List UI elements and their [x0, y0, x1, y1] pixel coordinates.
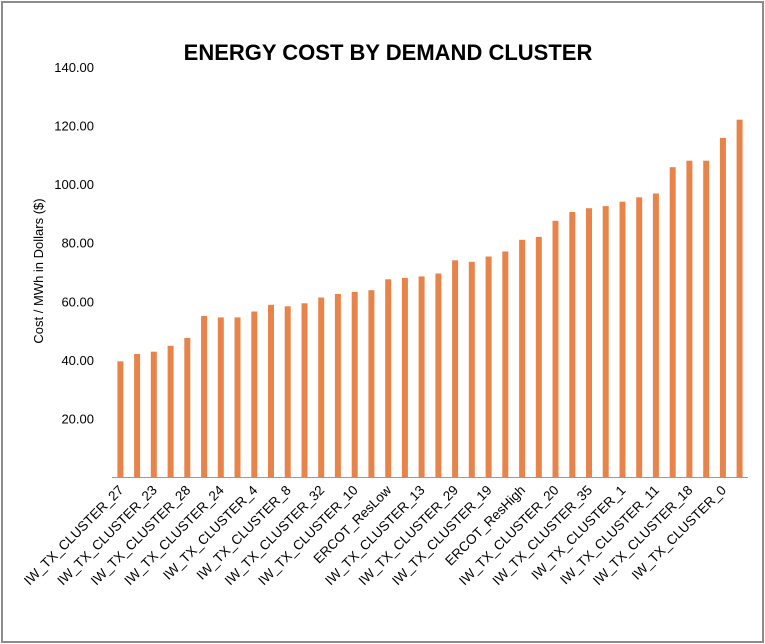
- y-tick-label: 20.00: [61, 411, 94, 426]
- bar: [385, 279, 392, 477]
- bar: [167, 345, 174, 477]
- bar: [217, 317, 224, 477]
- y-tick-label: 120.00: [54, 119, 94, 134]
- bar: [719, 137, 726, 477]
- bar: [586, 208, 592, 477]
- bar: [736, 119, 743, 477]
- bar: [334, 294, 341, 477]
- x-tick-labels: IW_TX_CLUSTER_27IW_TX_CLUSTER_23IW_TX_CL…: [21, 482, 729, 588]
- bar: [519, 239, 526, 477]
- bar: [117, 361, 124, 477]
- bar: [368, 290, 375, 477]
- bar: [184, 337, 191, 477]
- bar: [669, 167, 676, 477]
- bar: [502, 251, 509, 477]
- bar: [535, 236, 542, 477]
- bar: [602, 206, 609, 477]
- bar: [435, 273, 442, 477]
- bar: [452, 260, 459, 477]
- bar: [703, 160, 710, 477]
- y-tick-label: 40.00: [61, 353, 94, 368]
- bar: [636, 197, 643, 478]
- bar: [234, 317, 241, 477]
- y-tick-label: 100.00: [54, 177, 94, 192]
- bar: [619, 201, 626, 477]
- bar: [134, 354, 141, 477]
- bar: [251, 311, 258, 477]
- bar: [318, 297, 325, 477]
- y-tick-labels: 20.00 40.00 60.00 80.00 100.00 120.00 140.00: [54, 60, 94, 426]
- bar: [268, 304, 274, 477]
- bar: [686, 160, 693, 477]
- bar: [301, 303, 308, 477]
- bar: [284, 306, 291, 477]
- bar: [552, 220, 559, 478]
- bars: [117, 119, 743, 478]
- y-axis-label: Cost / MWh in Dollars ($): [31, 198, 46, 343]
- y-tick-label: 60.00: [61, 294, 94, 309]
- bar: [401, 277, 408, 477]
- bar: [485, 256, 492, 477]
- y-tick-label: 80.00: [61, 236, 94, 251]
- chart-title: ENERGY COST BY DEMAND CLUSTER: [184, 40, 593, 65]
- bar: [201, 315, 208, 477]
- y-tick-label: 140.00: [54, 60, 94, 75]
- bar: [652, 193, 659, 477]
- bar: [351, 291, 358, 477]
- bar: [569, 212, 576, 477]
- bar: [468, 261, 475, 478]
- bar: [150, 351, 157, 477]
- bar: [418, 276, 425, 477]
